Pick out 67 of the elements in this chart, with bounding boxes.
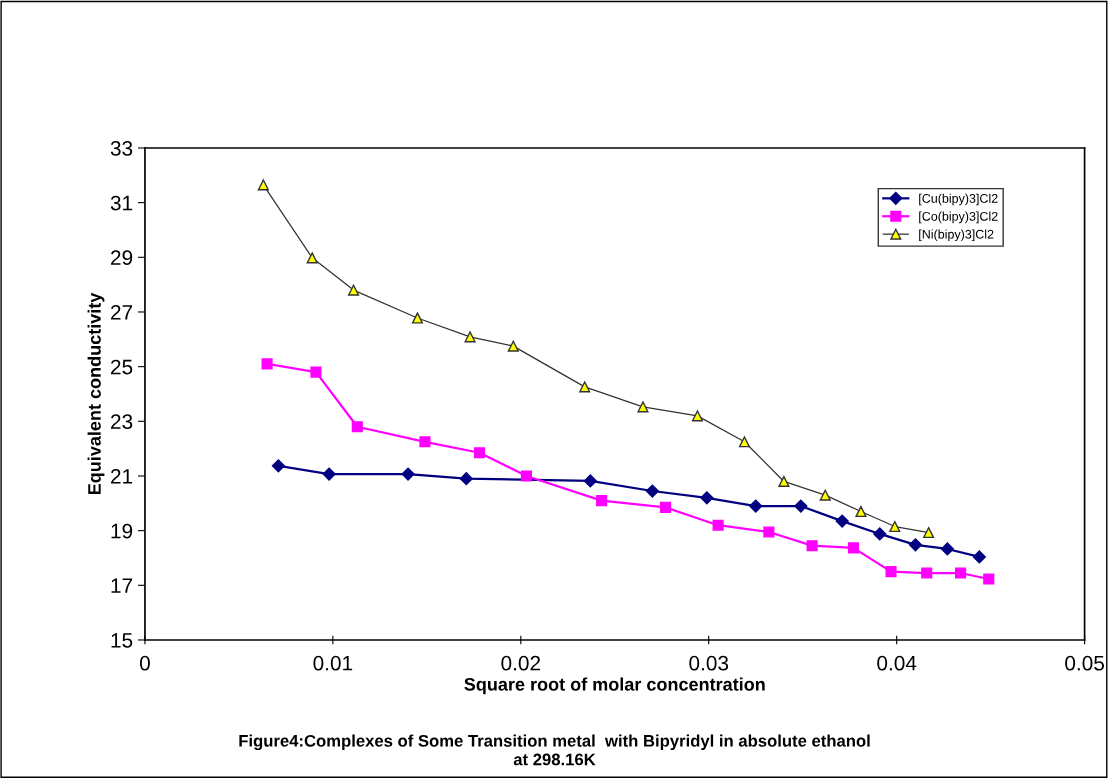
point (351, 421, 363, 433)
y-tick-label: 19 (111, 523, 133, 539)
point (579, 381, 591, 393)
point (322, 467, 336, 481)
point (347, 284, 360, 296)
x-tick-label: 0.05 (1065, 655, 1104, 671)
x-tick-label: 0.03 (689, 655, 729, 671)
point (473, 447, 486, 459)
x-tick-label: 0.01 (313, 655, 353, 671)
y-tick-label: 23 (111, 414, 133, 430)
point (712, 519, 724, 531)
y-tick-label: 31 (110, 195, 133, 211)
point (596, 495, 608, 507)
x-axis-title: Square root of molar concentration (464, 677, 765, 695)
point (806, 540, 818, 552)
point (921, 567, 933, 579)
legend-label: [Ni(bipy)3]Cl2 (919, 229, 994, 242)
point (659, 501, 672, 513)
point (885, 566, 897, 578)
x-tick-label: 0.04 (877, 655, 917, 671)
point (955, 567, 967, 579)
point (889, 520, 901, 533)
y-tick-label: 33 (110, 140, 133, 156)
y-axis-title: Equivalent conductivity (87, 292, 105, 495)
y-tick-label: 17 (111, 578, 133, 593)
point (637, 401, 649, 413)
point (983, 573, 995, 585)
point (923, 527, 935, 539)
y-tick-label: 25 (111, 359, 133, 375)
point (257, 179, 269, 191)
point (271, 459, 285, 473)
point (464, 331, 476, 343)
y-tick-label: 29 (111, 250, 133, 266)
point (940, 542, 955, 556)
point (749, 499, 763, 513)
legend-label: [Co(bipy)3]Cl2 (919, 211, 998, 224)
caption: Figure4:Complexes of Some Transition metal with Bipyridyl in absolute ethanol at 298.16K (239, 734, 870, 766)
point (819, 489, 831, 501)
point (738, 436, 751, 448)
point (794, 499, 808, 513)
point (583, 474, 597, 488)
point (873, 527, 887, 541)
point (691, 410, 704, 422)
point (645, 484, 659, 498)
point (419, 436, 431, 448)
y-tick-label: 27 (111, 304, 133, 320)
x-tick-label: 0.02 (501, 655, 541, 671)
y-tick-label: 15 (111, 633, 133, 648)
point (306, 252, 318, 264)
point (700, 491, 714, 505)
point (847, 542, 860, 554)
x-tick-label: 0 (139, 655, 150, 671)
point (972, 550, 986, 564)
legend-label: [Cu(bipy)3]Cl2 (919, 193, 998, 206)
point (310, 366, 322, 378)
point (520, 470, 533, 482)
point (835, 514, 849, 528)
point (459, 472, 473, 486)
point (411, 312, 424, 324)
point (401, 467, 415, 481)
point (261, 358, 273, 370)
point (908, 538, 923, 552)
point (855, 505, 867, 518)
point (778, 475, 790, 488)
y-tick-label: 21 (111, 468, 133, 484)
point (507, 340, 519, 352)
point (763, 526, 775, 538)
